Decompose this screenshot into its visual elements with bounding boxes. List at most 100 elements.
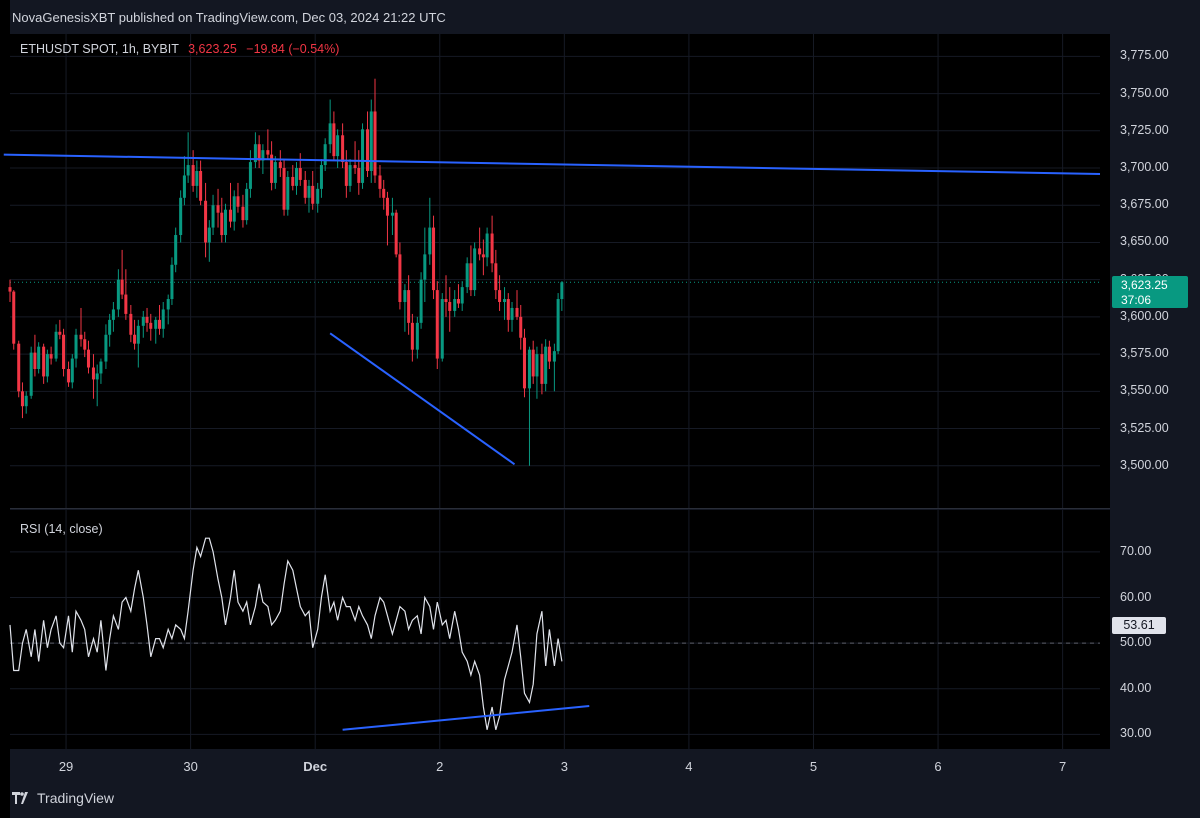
candle-body — [253, 144, 257, 163]
candle-body — [369, 111, 373, 172]
candle-body — [444, 299, 448, 303]
candle-body — [33, 352, 37, 369]
price-tick-label: 3,525.00 — [1120, 420, 1169, 435]
candle-body — [42, 346, 46, 377]
candle-body — [332, 123, 336, 157]
rsi-series-line — [9, 537, 563, 730]
candle-body — [478, 248, 482, 255]
last-price: 3,623.25 — [188, 42, 237, 56]
candle-body — [448, 302, 452, 311]
candle-body — [248, 162, 252, 189]
candle-body — [485, 233, 489, 258]
tradingview-footer[interactable]: TradingView — [12, 790, 114, 806]
rsi-tick-label: 70.00 — [1120, 543, 1152, 558]
candle-body — [328, 123, 332, 145]
price-tick-label: 3,725.00 — [1120, 122, 1169, 137]
candle-body — [348, 165, 352, 186]
candle-body — [440, 299, 444, 359]
candle-body — [220, 212, 224, 236]
price-pane[interactable] — [10, 34, 1110, 509]
candle-body — [282, 168, 286, 210]
candle-body — [540, 354, 544, 384]
candle-body — [141, 316, 145, 326]
price-tick-label: 3,500.00 — [1120, 457, 1169, 472]
time-tick-label: 29 — [58, 759, 74, 774]
bar-countdown: 37:06 — [1121, 293, 1152, 307]
candle-body — [124, 294, 128, 314]
candle-body — [432, 227, 436, 291]
candle-body — [273, 162, 277, 183]
symbol-label: ETHUSDT SPOT, 1h, BYBIT — [20, 42, 179, 56]
candle-body — [291, 176, 295, 186]
candle-body — [24, 395, 28, 407]
candle-body — [37, 346, 41, 369]
candle-body — [298, 168, 302, 180]
candle-body — [174, 235, 178, 265]
candle-body — [257, 144, 261, 161]
candle-body — [373, 111, 377, 176]
candle-body — [361, 129, 365, 183]
candle-body — [83, 339, 87, 350]
candle-body — [456, 299, 460, 304]
candle-body — [428, 227, 432, 255]
candle-body — [307, 185, 311, 198]
rsi-tick-label: 50.00 — [1120, 635, 1152, 650]
price-tick-label: 3,675.00 — [1120, 197, 1169, 212]
candle-body — [216, 205, 220, 213]
candle-body — [303, 179, 307, 198]
candle-body — [241, 206, 245, 221]
candle-body — [465, 263, 469, 288]
candle-body — [435, 290, 439, 359]
candle-body — [382, 188, 386, 198]
candle-body — [223, 209, 228, 236]
candle-body — [111, 309, 115, 320]
candle-body — [341, 135, 345, 163]
candle-body — [423, 254, 427, 280]
candle-body — [531, 349, 535, 377]
candle-body — [357, 168, 361, 183]
candle-body — [207, 227, 211, 243]
rsi-legend: RSI (14, close) — [20, 522, 103, 536]
candle-body — [245, 188, 249, 221]
candle-body — [490, 233, 494, 264]
candle-body — [136, 325, 140, 344]
candle-body — [70, 358, 74, 383]
candle-body — [519, 316, 523, 338]
candle-body — [91, 367, 95, 380]
candle-body — [95, 373, 99, 380]
candle-body — [133, 334, 137, 344]
candle-body — [494, 263, 498, 291]
candle-body — [270, 154, 274, 183]
time-tick-label: 2 — [436, 759, 444, 774]
time-tick-label: 7 — [1059, 759, 1067, 774]
candle-body — [323, 144, 327, 166]
candle-body — [120, 279, 124, 295]
time-tick-label: 3 — [560, 759, 568, 774]
time-tick-label: 30 — [183, 759, 198, 774]
candle-body — [278, 162, 282, 169]
candle-body — [232, 196, 236, 222]
candle-body — [149, 322, 153, 329]
candle-body — [453, 299, 457, 311]
time-tick-label: 4 — [685, 759, 693, 774]
candle-body — [67, 368, 71, 383]
candle-body — [74, 334, 78, 359]
candle-body — [560, 282, 564, 300]
rsi-tick-label: 30.00 — [1120, 726, 1152, 741]
candle-body — [378, 175, 382, 189]
candle-body — [266, 150, 270, 155]
candle-body — [410, 322, 414, 350]
current-price-value: 3,623.25 — [1121, 278, 1168, 292]
candle-body — [228, 209, 233, 222]
publisher-line: NovaGenesisXBT published on TradingView.… — [12, 10, 446, 25]
candle-body — [54, 331, 58, 359]
candle-body — [161, 309, 165, 329]
candle-body — [129, 313, 133, 335]
rsi-tick-label: 40.00 — [1120, 680, 1152, 695]
candle-body — [544, 346, 548, 384]
time-tick-label: 5 — [809, 759, 818, 774]
candle-body — [415, 322, 419, 350]
candle-body — [116, 279, 120, 310]
candle-body — [179, 197, 183, 236]
